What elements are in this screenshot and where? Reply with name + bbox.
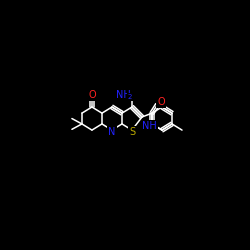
Text: NH: NH [142,121,157,131]
Text: O: O [88,90,96,100]
Text: 2: 2 [128,94,132,100]
Text: N: N [108,128,116,138]
Text: NH: NH [116,90,131,100]
Text: O: O [158,98,165,108]
Text: S: S [129,128,135,138]
